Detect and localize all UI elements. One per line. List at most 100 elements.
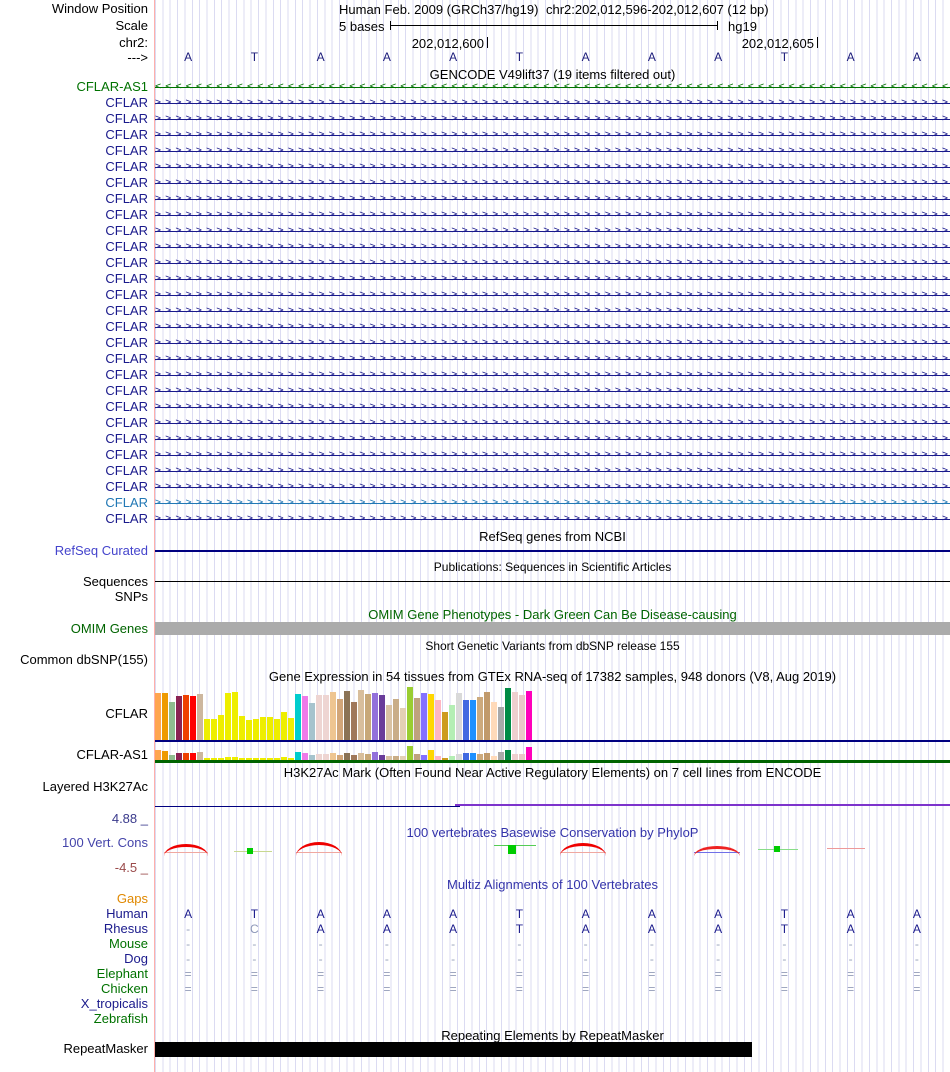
gtex-tissue-bar-cflar[interactable] bbox=[351, 702, 357, 740]
gtex-tissue-bar-cflar[interactable] bbox=[428, 694, 434, 740]
gencode-transcript[interactable]: >>>>>>>>>>>>>>>>>>>>>>>>>>>>>>>>>>>>>>>>… bbox=[155, 272, 950, 286]
gencode-transcript[interactable]: >>>>>>>>>>>>>>>>>>>>>>>>>>>>>>>>>>>>>>>>… bbox=[155, 144, 950, 158]
reference-base[interactable]: T bbox=[780, 50, 789, 64]
gtex-tissue-bar-cflar[interactable] bbox=[505, 688, 511, 740]
gencode-transcript[interactable]: >>>>>>>>>>>>>>>>>>>>>>>>>>>>>>>>>>>>>>>>… bbox=[155, 208, 950, 222]
gencode-transcript[interactable]: >>>>>>>>>>>>>>>>>>>>>>>>>>>>>>>>>>>>>>>>… bbox=[155, 432, 950, 446]
multiz-species-label[interactable]: Dog bbox=[124, 951, 148, 966]
gtex-tissue-bar-cflar[interactable] bbox=[211, 719, 217, 740]
gtex-cflar-label[interactable]: CFLAR bbox=[105, 706, 148, 721]
gtex-tissue-bar-cflar-as1[interactable] bbox=[239, 758, 245, 760]
gtex-tissue-bar-cflar[interactable] bbox=[414, 698, 420, 740]
gtex-tissue-bar-cflar-as1[interactable] bbox=[470, 753, 476, 760]
reference-base[interactable]: A bbox=[316, 50, 325, 64]
gtex-tissue-bar-cflar-as1[interactable] bbox=[337, 755, 343, 760]
gencode-item-label[interactable]: CFLAR bbox=[105, 303, 148, 318]
gtex-tissue-bar-cflar[interactable] bbox=[330, 692, 336, 740]
gtex-tissue-bar-cflar-as1[interactable] bbox=[190, 753, 196, 760]
gtex-tissue-bar-cflar-as1[interactable] bbox=[449, 756, 455, 760]
gtex-tissue-bar-cflar-as1[interactable] bbox=[176, 753, 182, 760]
gtex-cflar-baseline[interactable] bbox=[155, 740, 950, 742]
reference-base[interactable]: A bbox=[846, 50, 855, 64]
gtex-tissue-bar-cflar[interactable] bbox=[295, 694, 301, 740]
gtex-tissue-bar-cflar-as1[interactable] bbox=[260, 758, 266, 760]
omim-genes-label[interactable]: OMIM Genes bbox=[70, 621, 148, 636]
gencode-item-label[interactable]: CFLAR bbox=[105, 511, 148, 526]
gtex-tissue-bar-cflar-as1[interactable] bbox=[183, 753, 189, 760]
gtex-tissue-bar-cflar[interactable] bbox=[393, 699, 399, 740]
gtex-as1-barchart[interactable] bbox=[155, 746, 533, 760]
gencode-item-label[interactable]: CFLAR bbox=[105, 447, 148, 462]
strand-label[interactable]: ---> bbox=[127, 50, 148, 65]
gtex-tissue-bar-cflar[interactable] bbox=[512, 692, 518, 740]
gtex-tissue-bar-cflar[interactable] bbox=[400, 708, 406, 740]
layered-h3k27ac-label[interactable]: Layered H3K27Ac bbox=[42, 779, 148, 794]
gencode-transcript[interactable]: >>>>>>>>>>>>>>>>>>>>>>>>>>>>>>>>>>>>>>>>… bbox=[155, 128, 950, 142]
gencode-transcript[interactable]: >>>>>>>>>>>>>>>>>>>>>>>>>>>>>>>>>>>>>>>>… bbox=[155, 192, 950, 206]
gtex-tissue-bar-cflar[interactable] bbox=[379, 695, 385, 740]
gtex-tissue-bar-cflar[interactable] bbox=[316, 695, 322, 740]
gtex-tissue-bar-cflar-as1[interactable] bbox=[372, 752, 378, 760]
reference-base[interactable]: A bbox=[184, 50, 193, 64]
gtex-tissue-bar-cflar-as1[interactable] bbox=[365, 754, 371, 760]
gtex-tissue-bar-cflar[interactable] bbox=[372, 693, 378, 740]
gtex-tissue-bar-cflar[interactable] bbox=[204, 719, 210, 740]
gencode-transcript[interactable]: >>>>>>>>>>>>>>>>>>>>>>>>>>>>>>>>>>>>>>>>… bbox=[155, 336, 950, 350]
gencode-item-label[interactable]: CFLAR bbox=[105, 159, 148, 174]
gtex-tissue-bar-cflar-as1[interactable] bbox=[400, 756, 406, 760]
gencode-item-label[interactable]: CFLAR bbox=[105, 111, 148, 126]
gtex-tissue-bar-cflar[interactable] bbox=[302, 696, 308, 740]
gencode-transcript[interactable]: >>>>>>>>>>>>>>>>>>>>>>>>>>>>>>>>>>>>>>>>… bbox=[155, 448, 950, 462]
gencode-transcript[interactable]: >>>>>>>>>>>>>>>>>>>>>>>>>>>>>>>>>>>>>>>>… bbox=[155, 96, 950, 110]
gtex-tissue-bar-cflar[interactable] bbox=[197, 694, 203, 740]
gtex-tissue-bar-cflar-as1[interactable] bbox=[281, 757, 287, 760]
reference-base[interactable]: T bbox=[515, 50, 524, 64]
gtex-tissue-bar-cflar[interactable] bbox=[281, 712, 287, 740]
gencode-transcript[interactable]: >>>>>>>>>>>>>>>>>>>>>>>>>>>>>>>>>>>>>>>>… bbox=[155, 240, 950, 254]
gencode-item-label[interactable]: CFLAR bbox=[105, 367, 148, 382]
gtex-tissue-bar-cflar[interactable] bbox=[449, 705, 455, 740]
gencode-item-label[interactable]: CFLAR bbox=[105, 351, 148, 366]
reference-base[interactable]: A bbox=[912, 50, 921, 64]
gtex-tissue-bar-cflar[interactable] bbox=[246, 720, 252, 740]
gtex-tissue-bar-cflar-as1[interactable] bbox=[274, 758, 280, 760]
gtex-tissue-bar-cflar[interactable] bbox=[386, 705, 392, 740]
gtex-tissue-bar-cflar-as1[interactable] bbox=[379, 755, 385, 760]
gtex-tissue-bar-cflar[interactable] bbox=[365, 694, 371, 740]
gencode-transcript[interactable]: >>>>>>>>>>>>>>>>>>>>>>>>>>>>>>>>>>>>>>>>… bbox=[155, 320, 950, 334]
gtex-tissue-bar-cflar-as1[interactable] bbox=[491, 756, 497, 760]
gtex-tissue-bar-cflar-as1[interactable] bbox=[407, 746, 413, 760]
gtex-tissue-bar-cflar-as1[interactable] bbox=[526, 747, 532, 760]
gencode-item-label[interactable]: CFLAR bbox=[105, 127, 148, 142]
gencode-transcript[interactable]: >>>>>>>>>>>>>>>>>>>>>>>>>>>>>>>>>>>>>>>>… bbox=[155, 416, 950, 430]
gtex-as1-baseline[interactable] bbox=[155, 760, 950, 763]
gtex-tissue-bar-cflar[interactable] bbox=[155, 693, 161, 740]
gencode-item-label[interactable]: CFLAR bbox=[105, 287, 148, 302]
gencode-transcript[interactable]: >>>>>>>>>>>>>>>>>>>>>>>>>>>>>>>>>>>>>>>>… bbox=[155, 112, 950, 126]
gtex-cflar-barchart[interactable] bbox=[155, 687, 533, 740]
gencode-item-label[interactable]: CFLAR bbox=[105, 463, 148, 478]
gtex-tissue-bar-cflar[interactable] bbox=[470, 700, 476, 740]
reference-base[interactable]: A bbox=[581, 50, 590, 64]
phylop-positive-peak[interactable] bbox=[560, 843, 606, 856]
gtex-tissue-bar-cflar[interactable] bbox=[190, 696, 196, 740]
reference-base[interactable]: A bbox=[714, 50, 723, 64]
gtex-tissue-bar-cflar-as1[interactable] bbox=[421, 755, 427, 760]
repeatmasker-label[interactable]: RepeatMasker bbox=[63, 1041, 148, 1056]
phylop-positive-peak[interactable] bbox=[296, 842, 342, 856]
multiz-species-label[interactable]: X_tropicalis bbox=[80, 996, 148, 1011]
gtex-tissue-bar-cflar[interactable] bbox=[358, 690, 364, 740]
gencode-transcript[interactable]: >>>>>>>>>>>>>>>>>>>>>>>>>>>>>>>>>>>>>>>>… bbox=[155, 224, 950, 238]
sequences-label[interactable]: Sequences bbox=[82, 574, 148, 589]
gencode-item-label[interactable]: CFLAR bbox=[105, 335, 148, 350]
gtex-tissue-bar-cflar-as1[interactable] bbox=[442, 758, 448, 760]
multiz-species-label[interactable]: Gaps bbox=[116, 891, 148, 906]
common-dbsnp-label[interactable]: Common dbSNP(155) bbox=[20, 652, 148, 667]
gtex-tissue-bar-cflar[interactable] bbox=[239, 716, 245, 740]
gtex-tissue-bar-cflar[interactable] bbox=[442, 712, 448, 740]
gtex-tissue-bar-cflar-as1[interactable] bbox=[225, 757, 231, 760]
gtex-tissue-bar-cflar[interactable] bbox=[498, 707, 504, 740]
snps-label[interactable]: SNPs bbox=[114, 589, 148, 604]
gencode-item-label[interactable]: CFLAR-AS1 bbox=[76, 79, 148, 94]
gencode-transcript[interactable]: >>>>>>>>>>>>>>>>>>>>>>>>>>>>>>>>>>>>>>>>… bbox=[155, 512, 950, 526]
